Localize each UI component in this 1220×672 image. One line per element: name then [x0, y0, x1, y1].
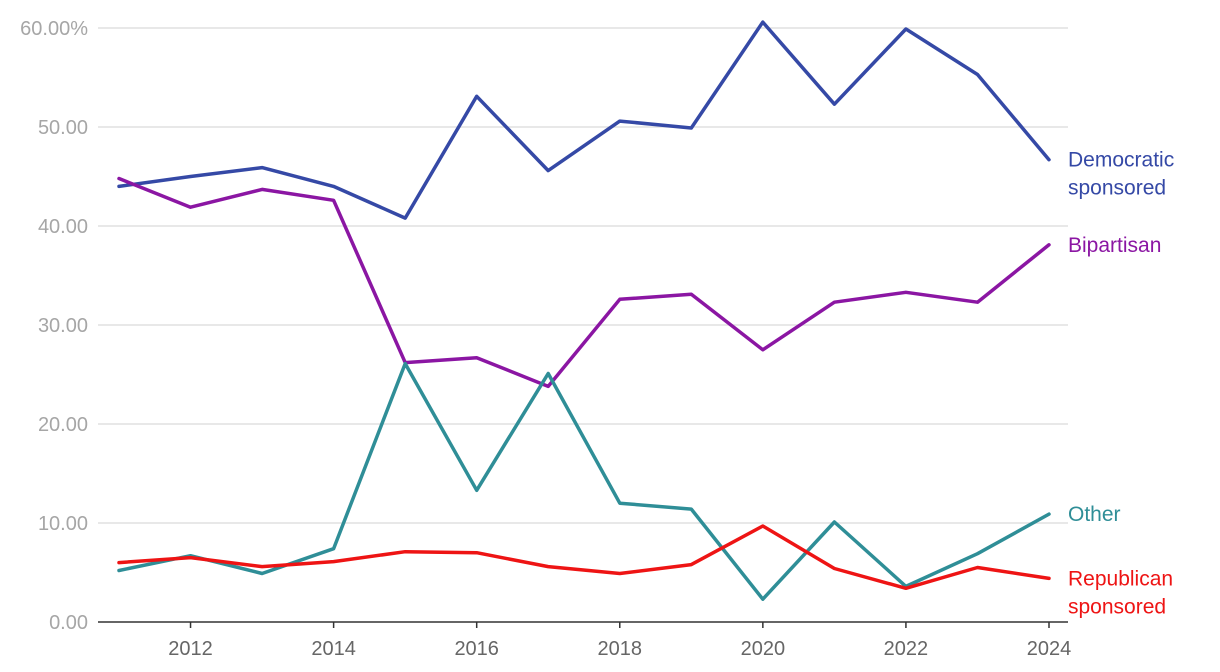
x-tick-label: 2024	[1027, 638, 1072, 660]
series-line-other	[117, 361, 1051, 601]
y-tick-label: 20.00	[38, 414, 88, 436]
x-tick-label: 2020	[741, 638, 786, 660]
x-tick-label: 2022	[884, 638, 929, 660]
x-tick-label: 2016	[454, 638, 499, 660]
y-tick-label: 40.00	[38, 216, 88, 238]
series-lines	[117, 20, 1051, 601]
axes: 0.00 10.00 20.00 30.00 40.00 50.00 60.00% 2012 2…	[20, 18, 1071, 660]
y-tick-label: 0.00	[49, 612, 88, 634]
series-label: Republican	[1068, 567, 1173, 590]
y-tick-label: 10.00	[38, 513, 88, 535]
series-label: sponsored	[1068, 595, 1166, 618]
y-tick-label: 30.00	[38, 315, 88, 337]
gridlines	[98, 27, 1068, 524]
series-label: sponsored	[1068, 177, 1166, 200]
x-tick-label: 2014	[311, 638, 356, 660]
series-label: Democratic	[1068, 149, 1174, 172]
x-tick-label: 2012	[168, 638, 213, 660]
series-label: Other	[1068, 503, 1121, 526]
series-label: Bipartisan	[1068, 234, 1161, 257]
series-line-republican-sponsored	[117, 524, 1051, 591]
y-tick-label: 50.00	[38, 117, 88, 139]
y-tick-label: 60.00%	[20, 18, 88, 40]
x-tick-label: 2018	[598, 638, 643, 660]
series-line-democratic-sponsored	[117, 20, 1051, 220]
series-line-bipartisan	[117, 176, 1051, 389]
series-labels: Democratic sponsored Bipartisan Other Republ…	[1068, 149, 1174, 619]
